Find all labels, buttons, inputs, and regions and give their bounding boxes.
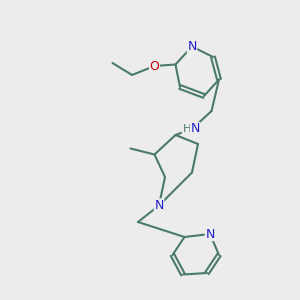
Text: N: N (205, 227, 215, 241)
Text: O: O (150, 59, 159, 73)
Text: N: N (187, 40, 197, 53)
Text: H: H (182, 124, 191, 134)
Text: N: N (190, 122, 200, 136)
Text: N: N (154, 199, 164, 212)
